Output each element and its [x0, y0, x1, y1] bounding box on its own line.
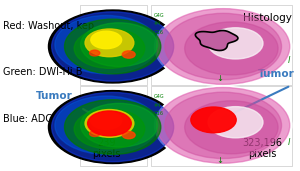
Circle shape: [55, 96, 158, 154]
Text: Green: DWI-Hi B: Green: DWI-Hi B: [3, 67, 82, 77]
Text: l: l: [288, 138, 290, 147]
Circle shape: [165, 13, 281, 80]
Text: Blue: ADC: Blue: ADC: [3, 114, 52, 124]
Circle shape: [165, 92, 281, 159]
Text: #4: #4: [154, 21, 161, 26]
Circle shape: [154, 86, 292, 164]
Circle shape: [90, 131, 100, 136]
Circle shape: [81, 103, 158, 147]
Text: G4G: G4G: [154, 13, 164, 18]
Text: G16: G16: [154, 30, 164, 35]
Circle shape: [74, 109, 145, 149]
Circle shape: [122, 51, 135, 58]
Circle shape: [157, 9, 290, 84]
Circle shape: [64, 100, 161, 154]
Circle shape: [157, 88, 290, 163]
Text: #4: #4: [154, 102, 161, 108]
Polygon shape: [195, 31, 238, 50]
Circle shape: [49, 10, 177, 83]
Circle shape: [85, 110, 134, 137]
Text: 323,196
pixels: 323,196 pixels: [242, 138, 282, 159]
Text: Red: Washout, kep: Red: Washout, kep: [3, 21, 94, 31]
Bar: [152, 5, 292, 85]
Circle shape: [52, 92, 174, 162]
Circle shape: [88, 111, 131, 136]
Bar: [152, 86, 292, 166]
Bar: [80, 5, 147, 85]
Circle shape: [91, 112, 122, 129]
Circle shape: [49, 91, 177, 163]
Text: Tumor: Tumor: [258, 69, 295, 79]
Text: ↓: ↓: [217, 74, 224, 83]
Circle shape: [91, 31, 122, 49]
Circle shape: [85, 29, 134, 57]
Text: l: l: [288, 56, 290, 65]
Circle shape: [81, 23, 158, 67]
Circle shape: [122, 131, 135, 139]
Text: ↓: ↓: [217, 156, 224, 165]
Circle shape: [208, 28, 263, 59]
Circle shape: [185, 22, 278, 75]
Circle shape: [185, 101, 278, 154]
Text: Histology: Histology: [244, 12, 292, 23]
Circle shape: [74, 28, 145, 68]
Circle shape: [208, 107, 263, 138]
Circle shape: [64, 19, 161, 74]
Circle shape: [52, 12, 174, 81]
Bar: [80, 86, 147, 166]
Circle shape: [191, 107, 236, 133]
Circle shape: [90, 50, 100, 56]
Text: Tumor: Tumor: [36, 91, 73, 101]
Circle shape: [55, 16, 158, 74]
Text: 239
pixels: 239 pixels: [92, 138, 121, 159]
Text: G4G: G4G: [154, 94, 164, 99]
Circle shape: [154, 8, 292, 86]
Text: G16: G16: [154, 111, 164, 116]
